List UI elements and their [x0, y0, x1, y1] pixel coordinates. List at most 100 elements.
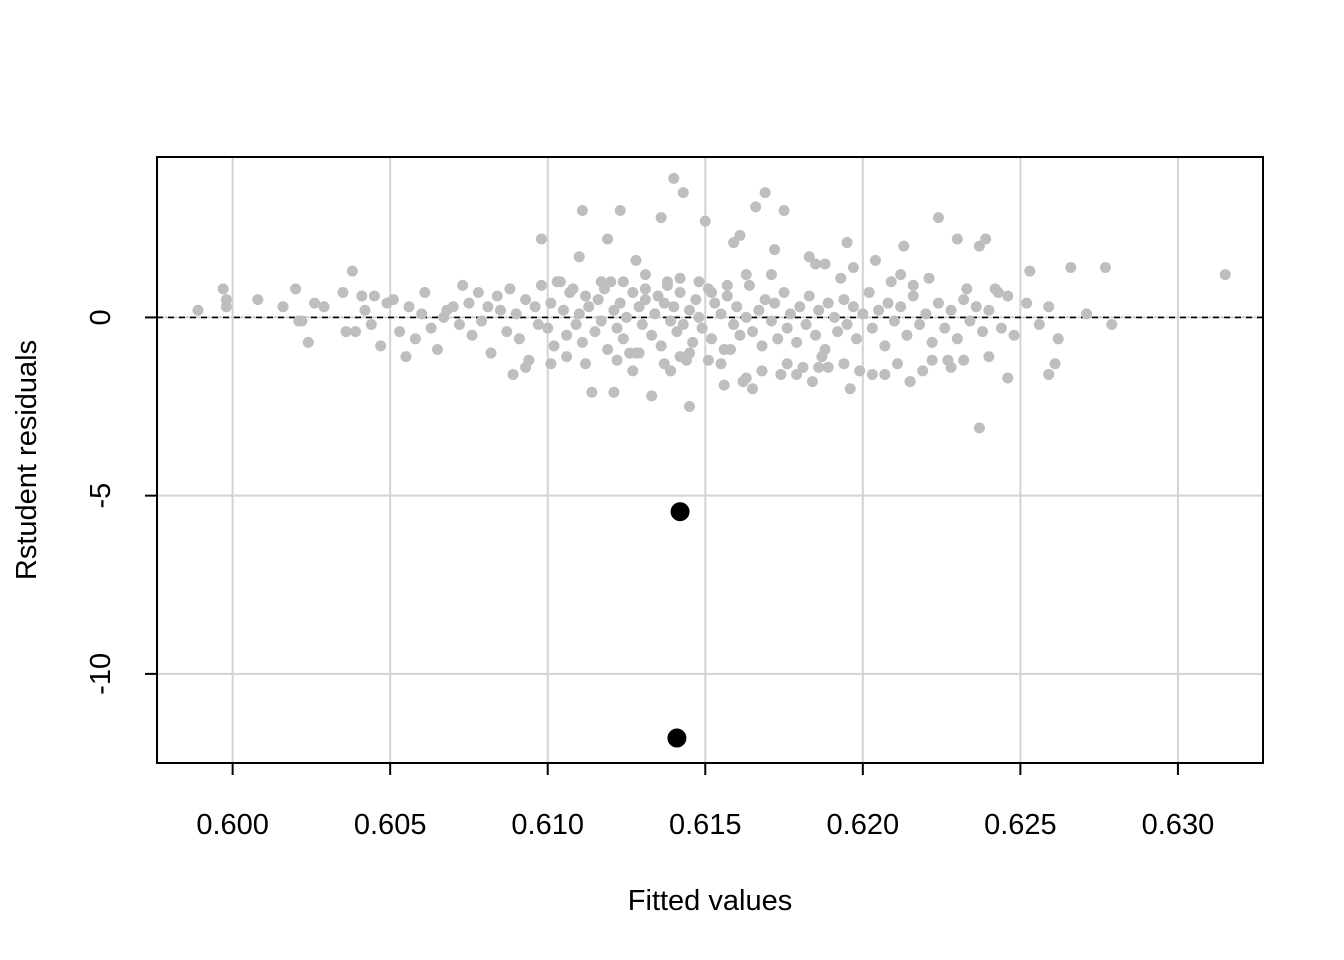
data-point	[822, 297, 834, 309]
data-point	[485, 347, 497, 359]
data-point	[800, 319, 812, 331]
data-point	[340, 326, 352, 338]
data-point	[520, 294, 532, 306]
data-point	[1008, 329, 1020, 341]
data-point	[980, 233, 992, 245]
data-point	[614, 297, 626, 309]
data-point	[926, 336, 938, 348]
data-point	[728, 237, 740, 249]
data-point	[828, 311, 840, 323]
data-point	[1021, 297, 1033, 309]
plot-frame	[156, 156, 1264, 764]
outlier-point	[670, 502, 690, 522]
data-point	[501, 326, 513, 338]
data-point	[655, 212, 667, 224]
data-point	[693, 311, 705, 323]
data-point	[756, 365, 768, 377]
data-point	[932, 212, 944, 224]
data-point	[699, 215, 711, 227]
data-point	[535, 233, 547, 245]
data-point	[614, 204, 626, 216]
data-point	[639, 269, 651, 281]
data-point	[923, 272, 935, 284]
data-point	[674, 272, 686, 284]
data-point	[453, 319, 465, 331]
data-point	[920, 308, 932, 320]
data-point	[873, 304, 885, 316]
data-point	[810, 329, 822, 341]
data-point	[419, 286, 431, 298]
data-point	[507, 368, 519, 380]
data-point	[992, 286, 1004, 298]
data-point	[869, 254, 881, 266]
data-point	[857, 308, 869, 320]
data-point	[658, 358, 670, 370]
data-point	[192, 304, 204, 316]
y-tick-label: -5	[85, 483, 117, 509]
data-point	[932, 297, 944, 309]
data-point	[561, 351, 573, 363]
data-point	[545, 297, 557, 309]
data-point	[772, 333, 784, 345]
data-point	[504, 283, 516, 295]
data-point	[879, 340, 891, 352]
data-point	[684, 401, 696, 413]
data-point	[510, 308, 522, 320]
data-point	[570, 319, 582, 331]
data-point	[636, 319, 648, 331]
data-point	[951, 233, 963, 245]
data-point	[520, 361, 532, 373]
data-point	[891, 358, 903, 370]
x-tick-label: 0.615	[669, 809, 742, 841]
data-point	[983, 351, 995, 363]
data-point	[416, 308, 428, 320]
data-point	[627, 286, 639, 298]
data-point	[668, 172, 680, 184]
data-point	[747, 383, 759, 395]
data-point	[1052, 333, 1064, 345]
data-point	[425, 322, 437, 334]
data-point	[545, 358, 557, 370]
y-tick-label: -10	[85, 653, 117, 695]
data-point	[863, 286, 875, 298]
data-point	[639, 283, 651, 295]
data-point	[769, 297, 781, 309]
data-point	[602, 233, 614, 245]
data-point	[665, 315, 677, 327]
data-point	[595, 315, 607, 327]
data-point	[1049, 358, 1061, 370]
data-point	[895, 301, 907, 313]
data-point	[822, 361, 834, 373]
data-point	[677, 319, 689, 331]
data-point	[765, 269, 777, 281]
x-axis-label: Fitted values	[628, 885, 792, 917]
data-point	[684, 347, 696, 359]
data-point	[535, 279, 547, 291]
data-point	[1081, 308, 1093, 320]
data-point	[750, 201, 762, 213]
data-point	[649, 308, 661, 320]
data-point	[721, 279, 733, 291]
data-point	[630, 254, 642, 266]
data-point	[740, 269, 752, 281]
data-point	[904, 376, 916, 388]
data-point	[797, 361, 809, 373]
grid-lines	[157, 157, 1263, 763]
data-point	[756, 340, 768, 352]
data-point	[1043, 368, 1055, 380]
data-point	[403, 301, 415, 313]
data-point	[576, 336, 588, 348]
data-point	[365, 319, 377, 331]
data-point	[724, 343, 736, 355]
data-point	[917, 365, 929, 377]
data-point	[633, 347, 645, 359]
data-point	[778, 286, 790, 298]
data-point	[608, 304, 620, 316]
data-point	[841, 319, 853, 331]
data-point	[958, 354, 970, 366]
x-axis: 0.600 0.605 0.610 0.615 0.620 0.625 0.630	[196, 763, 1214, 841]
data-point	[337, 286, 349, 298]
data-point	[346, 265, 358, 277]
data-point	[731, 301, 743, 313]
data-point	[706, 286, 718, 298]
